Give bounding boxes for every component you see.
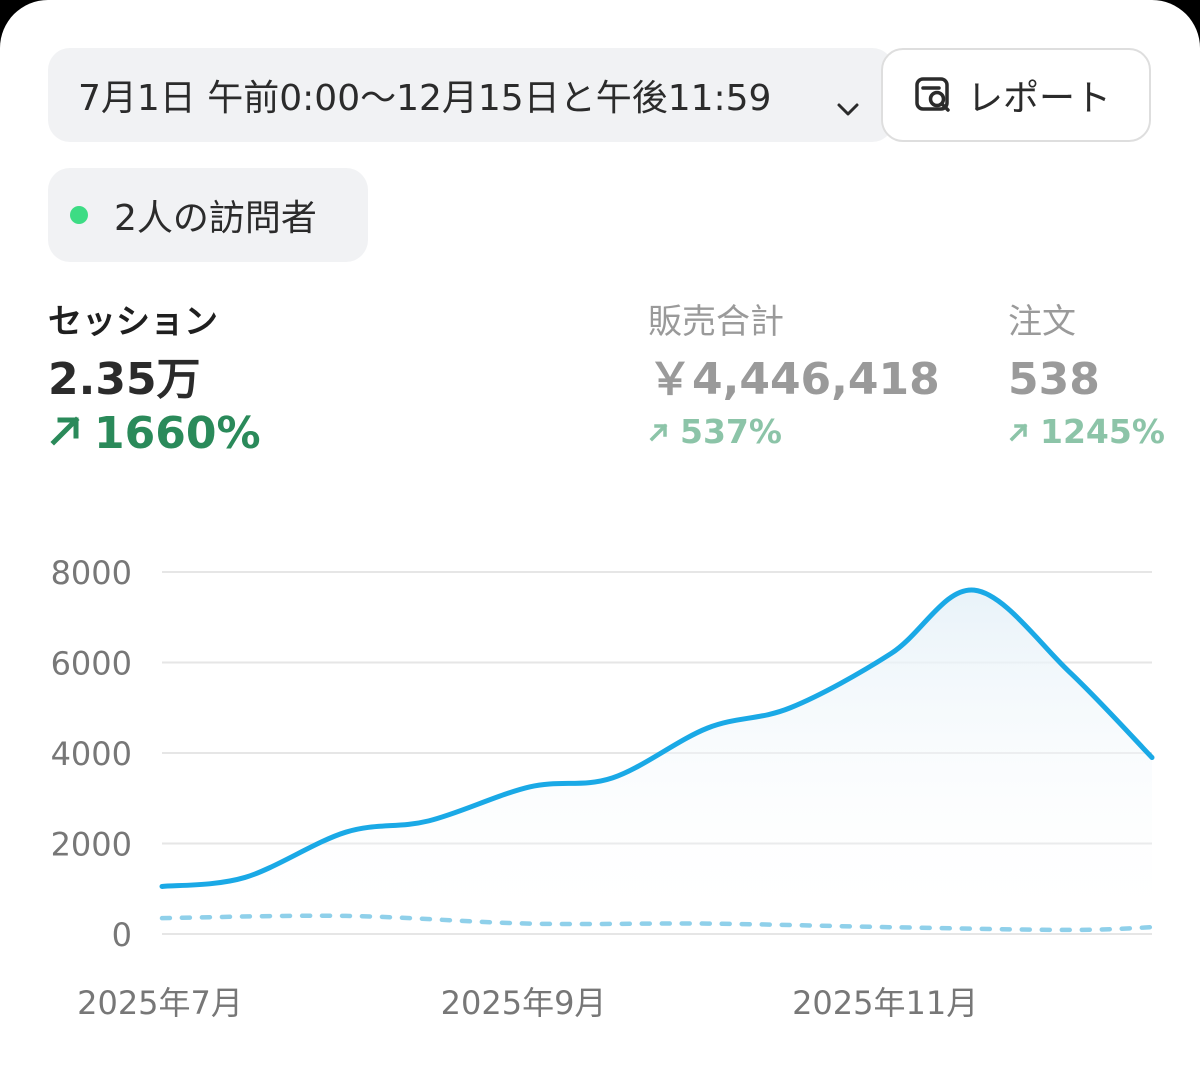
report-button-label: レポート: [967, 78, 1112, 119]
y-tick-label: 6000: [51, 645, 132, 683]
y-tick-label: 4000: [51, 735, 132, 773]
series-line-comparison: [159, 913, 1155, 933]
x-tick-label: 2025年9月: [441, 984, 607, 1022]
metric-label: 販売合計: [648, 302, 784, 342]
metric-change: 537%: [648, 412, 940, 451]
arrow-up-right-icon: [48, 408, 84, 459]
metric-value: 2.35万: [48, 354, 201, 405]
arrow-up-right-icon: [1008, 412, 1030, 451]
date-range-label: 7月1日 午前0:00〜12月15日と午後11:59: [78, 78, 772, 119]
metric-value: 538: [1008, 354, 1100, 405]
metric-sessions[interactable]: セッション 2.35万 1660%: [48, 302, 261, 459]
x-tick-label: 2025年7月: [77, 984, 243, 1022]
visitors-label: 2人の訪問者: [114, 198, 317, 239]
chevron-down-icon: [836, 86, 860, 127]
metric-change-value: 1245%: [1040, 412, 1165, 451]
x-tick-label: 2025年11月: [792, 984, 978, 1022]
sessions-line-chart: 0 2000 4000 6000 8000 2025年7月 2025年9月 2025年11月: [51, 554, 1155, 1022]
metric-label: 注文: [1008, 302, 1076, 342]
metric-label: セッション: [48, 302, 218, 342]
arrow-up-right-icon: [648, 412, 670, 451]
metric-change: 1660%: [48, 408, 261, 459]
report-button[interactable]: レポート: [881, 48, 1151, 142]
date-range-selector[interactable]: 7月1日 午前0:00〜12月15日と午後11:59: [48, 48, 894, 142]
metric-change: 1245%: [1008, 412, 1165, 451]
metric-total-sales[interactable]: 販売合計 ￥4,446,418 537%: [648, 302, 940, 451]
metric-change-value: 1660%: [94, 408, 261, 459]
metric-value: ￥4,446,418: [648, 354, 940, 405]
y-tick-label: 0: [112, 916, 132, 954]
y-tick-label: 8000: [51, 554, 132, 592]
metric-orders[interactable]: 注文 538 1245%: [1008, 302, 1165, 451]
visitors-badge: 2人の訪問者: [48, 168, 368, 262]
series-line-current: [159, 587, 1155, 889]
metric-change-value: 537%: [680, 412, 782, 451]
y-tick-label: 2000: [51, 826, 132, 864]
series-area: [162, 589, 1152, 934]
live-status-dot: [70, 206, 88, 224]
report-search-icon: [913, 75, 953, 115]
